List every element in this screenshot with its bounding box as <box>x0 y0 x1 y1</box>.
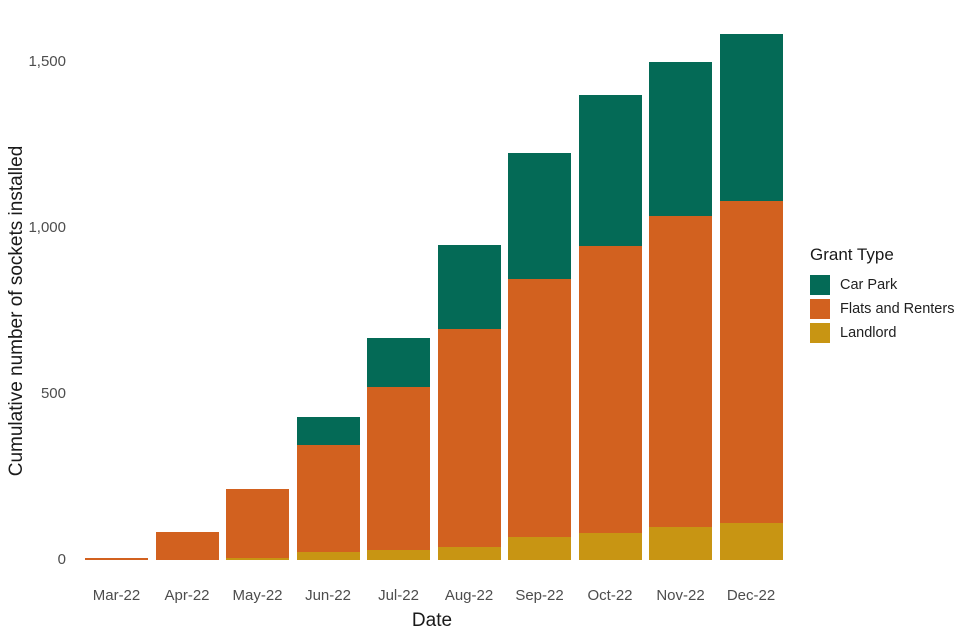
bar-segment-car-park-aug-22 <box>437 244 501 330</box>
legend-swatch-flats-and-renters <box>810 298 830 319</box>
bar-segment-car-park-sep-22 <box>508 153 571 280</box>
y-tick-label-0: 0 <box>57 551 66 568</box>
bar-segment-landlord-nov-22 <box>649 526 712 560</box>
bar-segment-flats-and-renters-may-22 <box>226 488 289 559</box>
plot-panel <box>78 15 786 560</box>
x-tick-label-dec-22: Dec-22 <box>726 587 776 604</box>
bar-segment-flats-and-renters-jul-22 <box>367 387 430 551</box>
y-tick-label-1500: 1,500 <box>28 53 66 70</box>
bar-segment-flats-and-renters-jun-22 <box>296 445 360 552</box>
legend-title: Grant Type <box>810 245 894 264</box>
x-tick-label-jul-22: Jul-22 <box>378 587 419 604</box>
y-tick-label-500: 500 <box>40 385 66 402</box>
x-tick-label-jun-22: Jun-22 <box>305 587 351 604</box>
bar-segment-landlord-aug-22 <box>437 546 501 560</box>
legend-swatch-landlord <box>810 322 830 343</box>
legend-item-car-park: Car Park <box>810 274 958 295</box>
legend-item-flats-and-renters: Flats and Renters <box>810 298 958 319</box>
bar-segment-flats-and-renters-nov-22 <box>649 216 712 527</box>
y-tick-label-1000: 1,000 <box>28 219 66 236</box>
bar-segment-car-park-oct-22 <box>578 95 642 247</box>
legend-item-landlord: Landlord <box>810 322 958 343</box>
bar-segment-flats-and-renters-aug-22 <box>437 329 501 547</box>
bar-segment-flats-and-renters-apr-22 <box>155 531 219 560</box>
bar-segment-landlord-jun-22 <box>296 551 360 560</box>
x-tick-label-sep-22: Sep-22 <box>515 587 564 604</box>
bar-segment-landlord-jul-22 <box>367 550 430 560</box>
bar-segment-flats-and-renters-oct-22 <box>578 246 642 534</box>
bar-segment-car-park-dec-22 <box>719 33 783 202</box>
legend-swatch-car-park <box>810 274 830 295</box>
bar-segment-landlord-may-22 <box>226 558 289 560</box>
bar-segment-car-park-jun-22 <box>296 417 360 446</box>
x-axis-title: Date <box>411 610 453 631</box>
bar-segment-car-park-nov-22 <box>649 62 712 217</box>
bar-segment-landlord-oct-22 <box>578 533 642 560</box>
bar-segment-flats-and-renters-mar-22 <box>85 558 148 560</box>
bar-segment-landlord-sep-22 <box>508 536 571 560</box>
x-tick-label-aug-22: Aug-22 <box>444 587 494 604</box>
bar-segment-car-park-jul-22 <box>367 337 430 388</box>
bar-segment-landlord-dec-22 <box>719 523 783 560</box>
bar-segment-flats-and-renters-dec-22 <box>719 201 783 524</box>
x-tick-label-nov-22: Nov-22 <box>656 587 705 604</box>
x-tick-label-may-22: May-22 <box>232 587 283 604</box>
y-axis-title: Cumulative number of sockets installed <box>6 145 27 477</box>
bar-segment-flats-and-renters-sep-22 <box>508 279 571 537</box>
legend-label: Car Park <box>840 276 898 293</box>
x-tick-label-apr-22: Apr-22 <box>164 587 210 604</box>
x-tick-label-oct-22: Oct-22 <box>587 587 633 604</box>
legend-label: Landlord <box>840 324 897 341</box>
x-tick-label-mar-22: Mar-22 <box>92 587 141 604</box>
legend: Grant Type Car Park Flats and Renters Land… <box>810 245 958 346</box>
legend-label: Flats and Renters <box>840 300 955 317</box>
